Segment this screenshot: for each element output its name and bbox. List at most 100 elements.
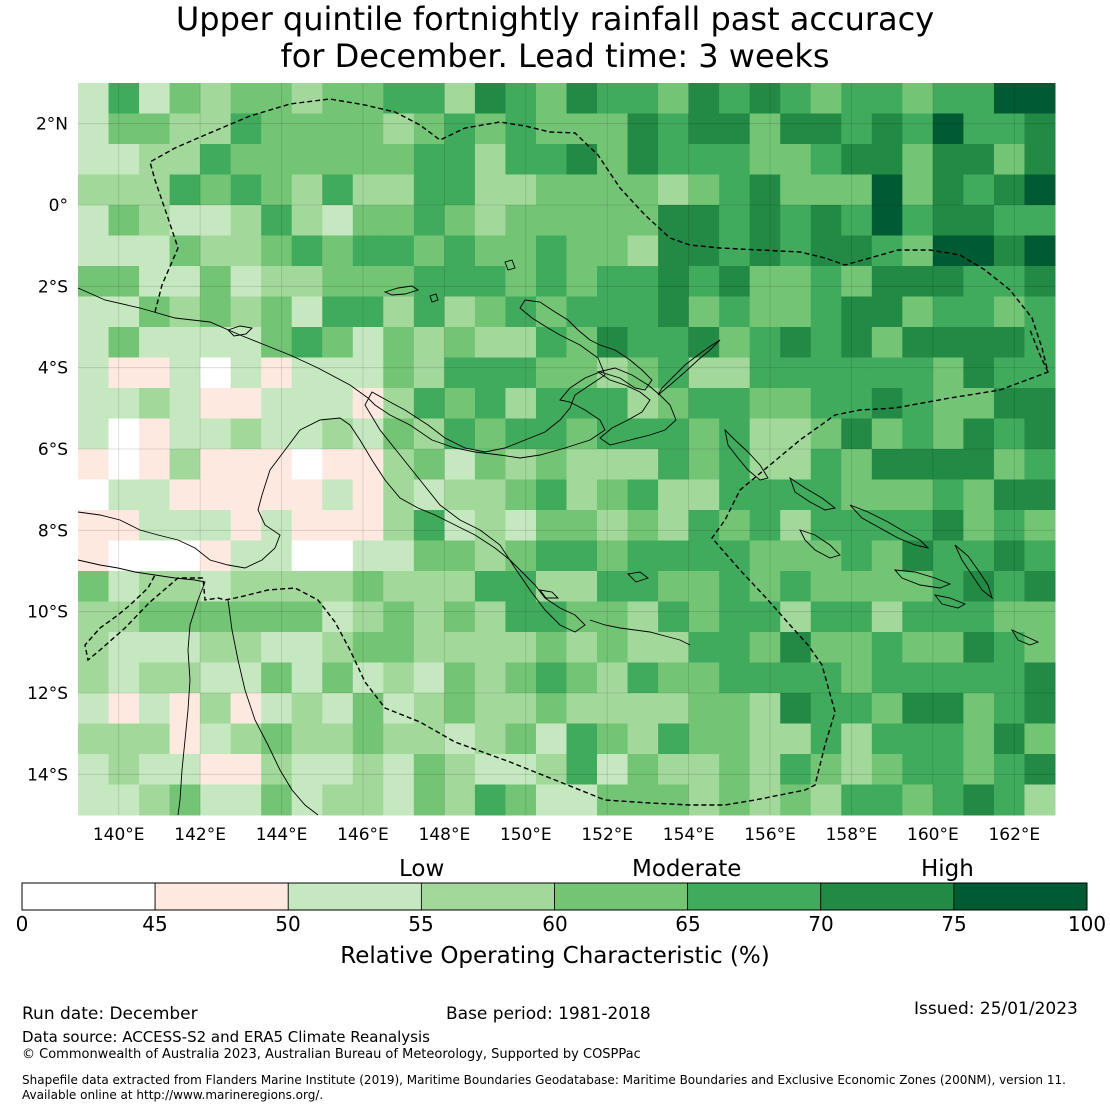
grid-cell (474, 235, 506, 267)
grid-cell (749, 662, 781, 694)
grid-cell (841, 83, 873, 114)
coastline-rennell (1010, 628, 1040, 646)
grid-cell (597, 296, 629, 328)
grid-cell (474, 144, 506, 175)
grid-cell (78, 601, 110, 633)
grid-cell (810, 113, 842, 145)
grid-cell (413, 296, 445, 328)
grid-cell (841, 327, 873, 358)
grid-cell (688, 449, 720, 480)
grid-cell (597, 388, 629, 419)
grid-cell (993, 662, 1025, 694)
grid-cell (749, 693, 781, 724)
grid-cell (383, 83, 415, 114)
grid-cell (810, 693, 842, 724)
grid-cell (841, 113, 873, 145)
grid-cell (444, 418, 476, 450)
grid-cell (841, 357, 873, 389)
grid-cell (108, 296, 140, 328)
grid-cell (322, 266, 354, 297)
grid-cell (841, 723, 873, 755)
grid-cell (505, 205, 537, 236)
grid-cell (505, 662, 537, 694)
grid-cell (505, 510, 537, 541)
grid-cell (658, 205, 690, 236)
grid-cell (291, 723, 323, 755)
grid-cell (963, 83, 995, 114)
grid-cell (383, 540, 415, 572)
grid-cell (871, 601, 903, 633)
grid-cell (902, 296, 934, 328)
y-tick-label: 12°S (27, 684, 68, 704)
grid-cell (963, 235, 995, 267)
grid-cell (902, 662, 934, 694)
x-tick-label: 144°E (256, 825, 308, 845)
grid-cell (474, 357, 506, 389)
grid-cell (291, 266, 323, 297)
grid-cell (780, 662, 812, 694)
grid-cell (169, 83, 201, 114)
grid-cell (1024, 540, 1056, 572)
grid-cell (871, 540, 903, 572)
grid-cell (444, 266, 476, 297)
grid-cell (688, 693, 720, 724)
grid-cell (444, 327, 476, 358)
grid-cell (78, 266, 110, 297)
grid-cell (566, 784, 598, 816)
grid-cell (535, 754, 567, 785)
grid-cell (108, 693, 140, 724)
grid-cell (597, 83, 629, 114)
grid-cell (322, 510, 354, 541)
grid-cell (902, 357, 934, 389)
grid-cell (932, 784, 964, 816)
grid-cell (200, 388, 232, 419)
grid-cell (261, 571, 293, 602)
grid-cell (871, 83, 903, 114)
grid-cell (78, 388, 110, 419)
grid-cell (322, 327, 354, 358)
grid-cell (688, 83, 720, 114)
grid-cell (413, 83, 445, 114)
grid-cell (535, 144, 567, 175)
grid-cell (535, 632, 567, 663)
grid-cell (871, 693, 903, 724)
grid-cell (841, 601, 873, 633)
grid-cell (932, 540, 964, 572)
grid-cell (261, 357, 293, 389)
grid-cell (688, 540, 720, 572)
grid-cell (169, 388, 201, 419)
grid-cell (627, 510, 659, 541)
grid-cell (352, 266, 384, 297)
grid-cell (444, 357, 476, 389)
grid-cell (749, 754, 781, 785)
grid-cell (200, 357, 232, 389)
grid-cell (1024, 83, 1056, 114)
grid-cell (200, 601, 232, 633)
grid-cell (230, 754, 262, 785)
colorbar-label: Relative Operating Characteristic (%) (340, 943, 770, 969)
grid-cell (658, 266, 690, 297)
grid-cell (474, 205, 506, 236)
grid-cell (963, 693, 995, 724)
grid-cell (566, 144, 598, 175)
grid-cell (413, 601, 445, 633)
grid-cell (719, 510, 751, 541)
x-tick-label: 162°E (988, 825, 1040, 845)
grid-cell (78, 510, 110, 541)
grid-cell (810, 479, 842, 511)
grid-cell (413, 174, 445, 206)
grid-cell (505, 754, 537, 785)
grid-cell (535, 723, 567, 755)
grid-cell (627, 693, 659, 724)
grid-cell (780, 418, 812, 450)
grid-cell (566, 510, 598, 541)
grid-cell (993, 449, 1025, 480)
grid-cell (902, 723, 934, 755)
grid-cell (535, 784, 567, 816)
grid-cell (352, 723, 384, 755)
grid-cell (932, 693, 964, 724)
grid-cell (658, 571, 690, 602)
grid-cell (413, 540, 445, 572)
grid-cell (261, 693, 293, 724)
